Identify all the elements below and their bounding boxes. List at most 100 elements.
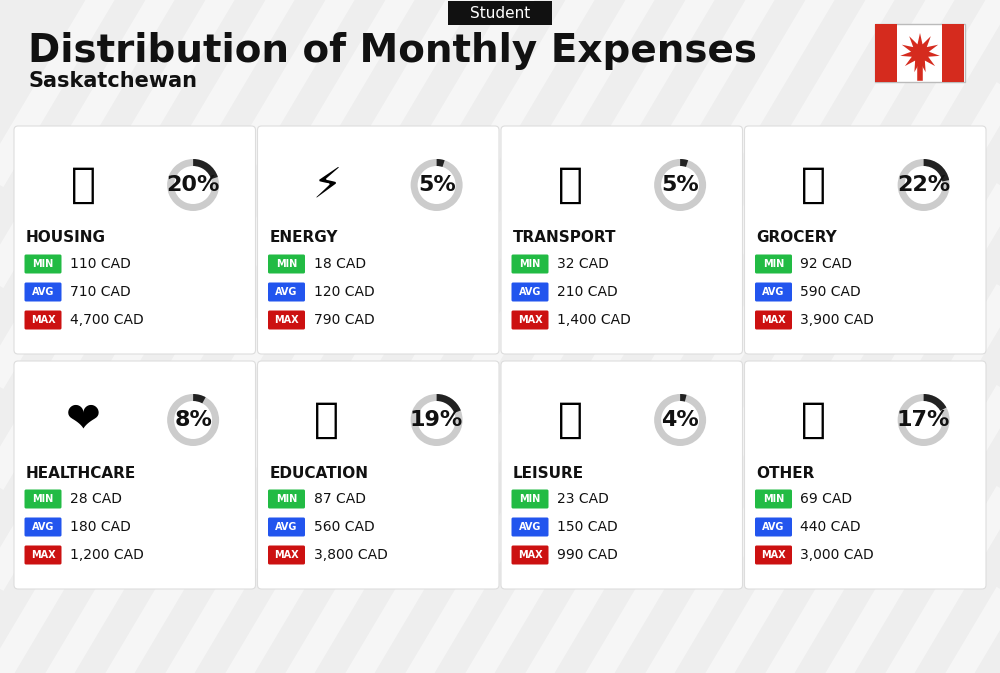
FancyBboxPatch shape [501,361,742,589]
Text: MAX: MAX [274,315,299,325]
Text: 990 CAD: 990 CAD [557,548,618,562]
Text: AVG: AVG [275,522,298,532]
Text: TRANSPORT: TRANSPORT [513,230,616,246]
FancyBboxPatch shape [512,489,548,509]
FancyBboxPatch shape [875,24,965,82]
FancyBboxPatch shape [258,361,499,589]
Text: 92 CAD: 92 CAD [800,257,852,271]
Text: MIN: MIN [763,259,784,269]
Text: 120 CAD: 120 CAD [314,285,374,299]
Text: 28 CAD: 28 CAD [70,492,122,506]
FancyBboxPatch shape [24,254,62,273]
FancyBboxPatch shape [14,126,256,354]
Text: MAX: MAX [518,550,542,560]
FancyBboxPatch shape [512,546,548,565]
FancyBboxPatch shape [512,254,548,273]
Text: AVG: AVG [32,287,54,297]
Text: 210 CAD: 210 CAD [557,285,618,299]
Text: MAX: MAX [518,315,542,325]
Text: MAX: MAX [761,315,786,325]
Text: 🛍️: 🛍️ [558,399,583,441]
Text: MIN: MIN [763,494,784,504]
Text: HEALTHCARE: HEALTHCARE [26,466,136,481]
Wedge shape [437,394,461,413]
FancyBboxPatch shape [501,126,742,354]
Text: AVG: AVG [519,522,541,532]
Text: MIN: MIN [32,494,54,504]
FancyBboxPatch shape [744,361,986,589]
Wedge shape [654,394,706,446]
FancyBboxPatch shape [24,546,62,565]
Text: 18 CAD: 18 CAD [314,257,366,271]
FancyBboxPatch shape [512,283,548,302]
Text: 3,800 CAD: 3,800 CAD [314,548,387,562]
FancyBboxPatch shape [512,310,548,330]
Wedge shape [193,394,206,403]
Text: ENERGY: ENERGY [270,230,338,246]
Text: MAX: MAX [274,550,299,560]
Text: 🎓: 🎓 [314,399,339,441]
Text: 8%: 8% [174,410,212,430]
Text: 150 CAD: 150 CAD [557,520,618,534]
Polygon shape [900,33,940,72]
FancyBboxPatch shape [24,283,62,302]
Wedge shape [167,159,219,211]
Text: AVG: AVG [762,522,785,532]
Text: 23 CAD: 23 CAD [557,492,609,506]
Text: Saskatchewan: Saskatchewan [28,71,197,91]
Wedge shape [654,159,706,211]
FancyBboxPatch shape [258,126,499,354]
FancyBboxPatch shape [268,254,305,273]
FancyBboxPatch shape [755,310,792,330]
FancyBboxPatch shape [14,361,256,589]
FancyBboxPatch shape [268,546,305,565]
Text: 32 CAD: 32 CAD [557,257,609,271]
Text: 560 CAD: 560 CAD [314,520,374,534]
Text: 1,400 CAD: 1,400 CAD [557,313,631,327]
Wedge shape [680,394,687,402]
Text: 590 CAD: 590 CAD [800,285,861,299]
Text: MIN: MIN [276,259,297,269]
Wedge shape [924,394,946,411]
Text: 710 CAD: 710 CAD [70,285,131,299]
Text: 69 CAD: 69 CAD [800,492,853,506]
Text: Student: Student [470,5,530,20]
Text: 3,000 CAD: 3,000 CAD [800,548,874,562]
FancyBboxPatch shape [755,283,792,302]
Wedge shape [898,394,950,446]
Text: Distribution of Monthly Expenses: Distribution of Monthly Expenses [28,32,757,70]
Text: 4,700 CAD: 4,700 CAD [70,313,144,327]
Text: 180 CAD: 180 CAD [70,520,131,534]
FancyBboxPatch shape [755,489,792,509]
FancyBboxPatch shape [24,489,62,509]
Text: EDUCATION: EDUCATION [270,466,368,481]
Text: 790 CAD: 790 CAD [314,313,374,327]
Text: MAX: MAX [31,315,55,325]
FancyBboxPatch shape [755,518,792,536]
Text: ⚡: ⚡ [312,164,342,206]
Text: GROCERY: GROCERY [757,230,837,246]
Text: OTHER: OTHER [757,466,815,481]
FancyBboxPatch shape [744,126,986,354]
Text: 5%: 5% [418,175,456,195]
Text: 110 CAD: 110 CAD [70,257,131,271]
Text: 3,900 CAD: 3,900 CAD [800,313,874,327]
Text: 🚌: 🚌 [558,164,583,206]
Text: AVG: AVG [519,287,541,297]
Wedge shape [898,159,950,211]
FancyBboxPatch shape [755,546,792,565]
Text: 17%: 17% [897,410,950,430]
FancyBboxPatch shape [755,254,792,273]
FancyBboxPatch shape [512,518,548,536]
Text: 20%: 20% [166,175,220,195]
Wedge shape [167,394,219,446]
Text: AVG: AVG [32,522,54,532]
Text: 5%: 5% [661,175,699,195]
Wedge shape [411,394,463,446]
FancyBboxPatch shape [268,283,305,302]
FancyBboxPatch shape [268,489,305,509]
Wedge shape [680,159,688,167]
Text: MIN: MIN [519,259,541,269]
Wedge shape [411,159,463,211]
Text: MIN: MIN [32,259,54,269]
